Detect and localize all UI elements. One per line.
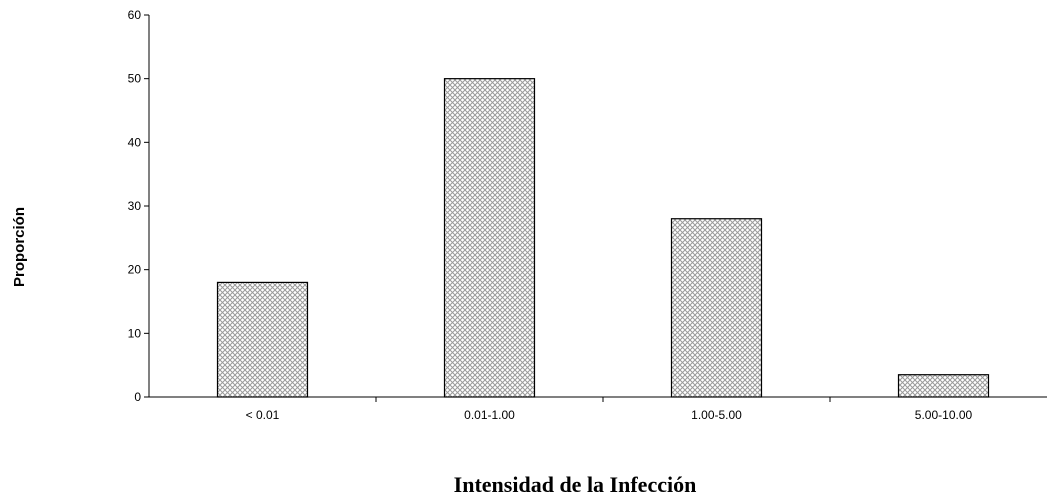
x-tick-label: 0.01-1.00: [464, 408, 515, 422]
x-axis-label: Intensidad de la Infección: [454, 472, 697, 497]
x-tick-label: < 0.01: [246, 408, 280, 422]
y-tick-label: 60: [128, 8, 142, 22]
plot-area: 0 10 20 30 40 50 60 < 0.01 0.01-1.00 1.00-5.00 5.0…: [128, 8, 1047, 422]
y-tick-label: 50: [128, 72, 142, 86]
x-tick-label: 1.00-5.00: [691, 408, 742, 422]
y-tick-label: 40: [128, 135, 142, 149]
bar: [897, 374, 990, 398]
x-tick-label: 5.00-10.00: [915, 408, 973, 422]
y-tick-label: 10: [128, 326, 142, 340]
bar: [443, 78, 536, 398]
bar: [216, 281, 309, 398]
y-tick-label: 20: [128, 263, 142, 277]
y-tick-label: 0: [134, 390, 141, 404]
bar: [670, 218, 763, 398]
y-axis-label: Proporción: [11, 207, 28, 287]
y-tick-label: 30: [128, 199, 142, 213]
